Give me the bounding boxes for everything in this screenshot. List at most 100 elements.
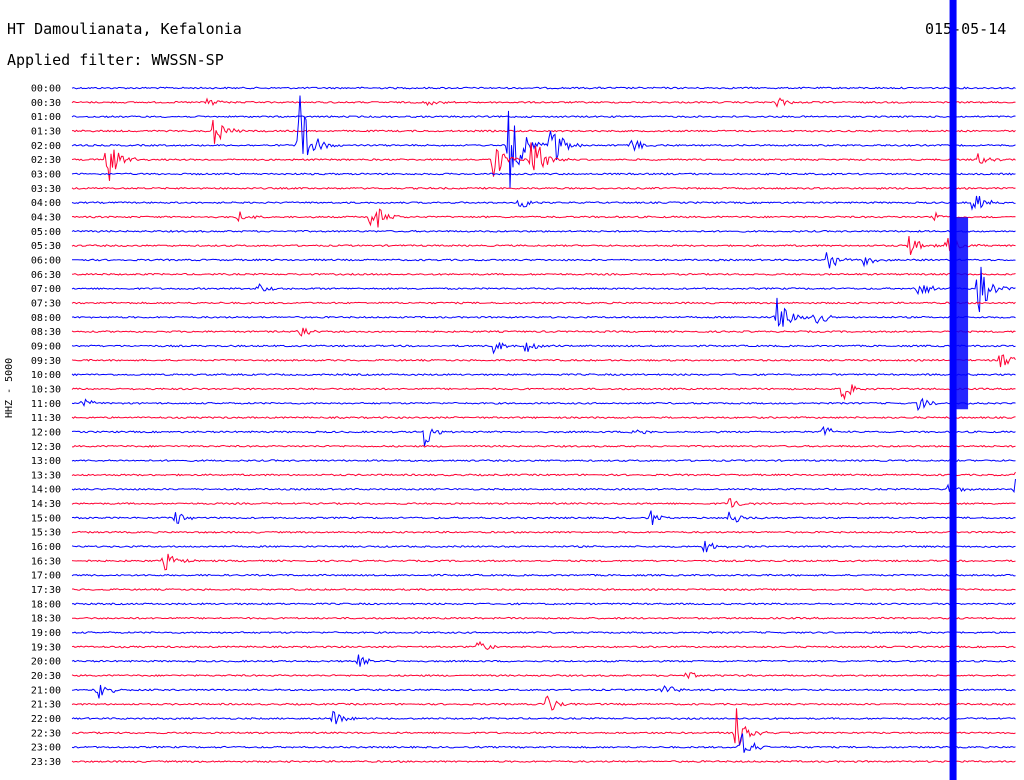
row-time-label: 00:30 (31, 98, 61, 109)
row-time-label: 08:30 (31, 327, 61, 338)
trace-line (71, 640, 1016, 650)
row-time-label: 22:00 (31, 714, 61, 725)
row-time-label: 22:30 (31, 728, 61, 739)
date-label: 015-05-14 (925, 20, 1007, 38)
trace-line (71, 416, 1016, 420)
trace-line (71, 602, 1016, 606)
trace-line (71, 459, 1016, 463)
row-time-label: 14:00 (31, 485, 61, 496)
row-time-label: 03:00 (31, 169, 61, 180)
row-time-label: 04:30 (31, 212, 61, 223)
row-time-label: 14:30 (31, 499, 61, 510)
trace-line (72, 616, 1016, 620)
row-time-label: 19:30 (31, 642, 61, 653)
row-time-label: 12:30 (31, 442, 61, 453)
trace-line (71, 760, 1016, 763)
trace-line (71, 478, 1016, 494)
row-time-label: 16:00 (31, 542, 61, 553)
filter-label: Applied filter: WWSSN-SP (7, 51, 224, 69)
trace-line (71, 327, 1016, 337)
row-time-label: 20:00 (31, 657, 61, 668)
trace-line (71, 672, 1016, 680)
trace-line (71, 471, 1016, 477)
row-time-label: 19:00 (31, 628, 61, 639)
row-time-label: 07:00 (31, 284, 61, 295)
trace-line (71, 354, 1016, 368)
trace-line (71, 498, 1016, 508)
row-time-label: 11:30 (31, 413, 61, 424)
row-time-label: 21:00 (31, 685, 61, 696)
row-time-label: 16:30 (31, 556, 61, 567)
row-time-label: 11:00 (31, 399, 61, 410)
row-time-label: 06:30 (31, 270, 61, 281)
trace-line (71, 301, 1016, 305)
row-time-label: 18:00 (31, 599, 61, 610)
trace-line (71, 95, 1016, 189)
trace-line (71, 708, 1016, 746)
trace-line (71, 733, 1016, 753)
row-time-label: 10:30 (31, 384, 61, 395)
row-time-label: 05:30 (31, 241, 61, 252)
trace-line (72, 444, 1016, 448)
clipped-column (949, 0, 957, 780)
row-time-label: 03:30 (31, 184, 61, 195)
row-time-label: 17:00 (31, 571, 61, 582)
trace-line (71, 425, 1016, 447)
trace-line (71, 252, 1016, 269)
row-time-label: 10:00 (31, 370, 61, 381)
row-time-label: 07:30 (31, 298, 61, 309)
trace-line (71, 208, 1016, 228)
trace-line (71, 510, 1016, 525)
row-time-label: 00:00 (31, 84, 61, 95)
trace-line (72, 119, 1016, 144)
trace-line (71, 373, 1016, 377)
row-time-label: 09:00 (31, 341, 61, 352)
trace-line (71, 229, 1016, 233)
trace-line (71, 710, 1016, 725)
trace-line (71, 272, 1016, 276)
station-title: HT Damoulianata, Kefalonia (7, 20, 242, 38)
trace-line (71, 86, 1016, 90)
row-time-label: 01:30 (31, 126, 61, 137)
row-time-label: 15:00 (31, 513, 61, 524)
trace-line (72, 588, 1016, 592)
row-time-label: 08:00 (31, 313, 61, 324)
row-time-label: 12:00 (31, 427, 61, 438)
row-time-label: 06:00 (31, 255, 61, 266)
row-time-label: 09:30 (31, 356, 61, 367)
row-time-label: 20:30 (31, 671, 61, 682)
row-time-label: 05:00 (31, 227, 61, 238)
row-time-label: 13:00 (31, 456, 61, 467)
trace-line (71, 236, 1016, 255)
overlays (949, 0, 969, 780)
trace-line (71, 97, 1016, 108)
row-time-label: 18:30 (31, 614, 61, 625)
row-time-label: 15:30 (31, 528, 61, 539)
trace-line (71, 695, 1016, 711)
trace-line (71, 684, 1016, 699)
trace-line (71, 553, 1016, 571)
trace-line (71, 540, 1016, 553)
trace-line (71, 631, 1016, 634)
row-time-label: 04:00 (31, 198, 61, 209)
trace-line (71, 142, 1016, 181)
trace-line (71, 186, 1016, 190)
seismic-traces (71, 86, 1016, 763)
row-time-label: 23:30 (31, 757, 61, 768)
row-time-label: 13:30 (31, 470, 61, 481)
row-time-label: 02:00 (31, 141, 61, 152)
row-time-label: 17:30 (31, 585, 61, 596)
trace-line (71, 172, 1016, 176)
row-time-label: 02:30 (31, 155, 61, 166)
trace-line (71, 266, 1016, 313)
trace-line (71, 195, 1016, 211)
trace-line (71, 297, 1016, 327)
row-time-label: 23:00 (31, 743, 61, 754)
trace-line (71, 115, 1016, 119)
trace-line (71, 384, 1016, 401)
row-labels: 00:00 00:30 01:00 01:30 02:00 02:30 03:00 03:30… (31, 84, 61, 769)
row-time-label: 21:30 (31, 700, 61, 711)
trace-line (71, 573, 1016, 577)
trace-line (71, 397, 1016, 412)
